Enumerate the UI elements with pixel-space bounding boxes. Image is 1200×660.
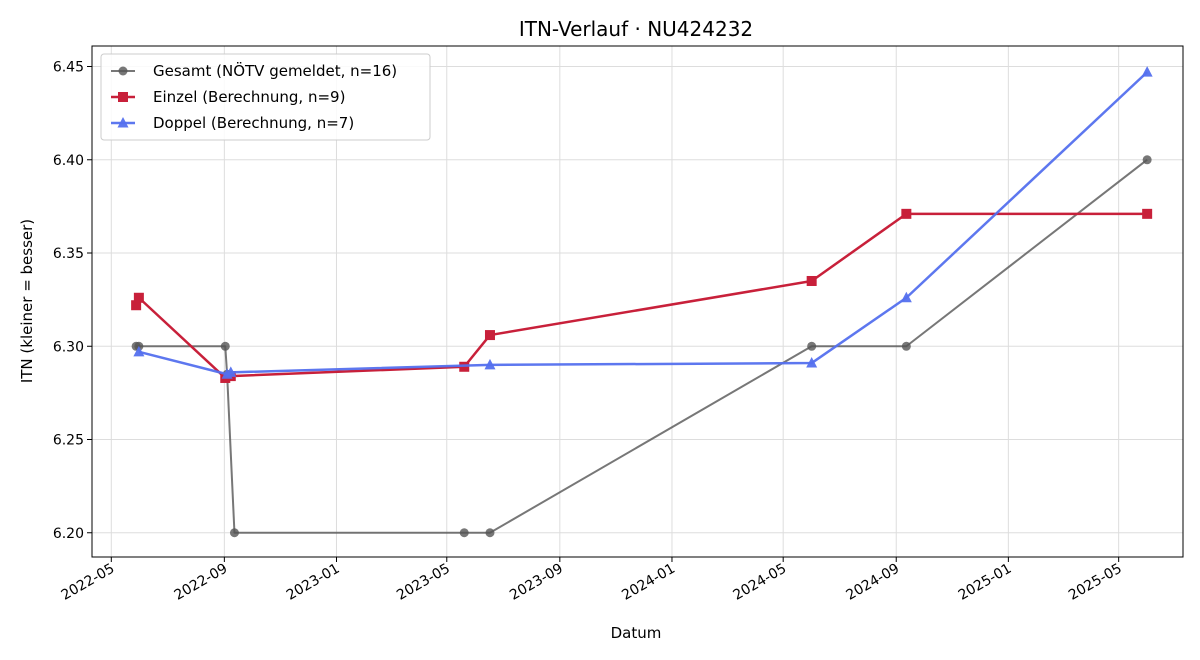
y-axis-label: ITN (kleiner = besser) bbox=[18, 219, 36, 383]
data-point bbox=[806, 275, 817, 286]
legend-box bbox=[100, 53, 431, 141]
data-point bbox=[1142, 208, 1153, 219]
data-point bbox=[229, 528, 239, 538]
y-tick-label: 6.40 bbox=[53, 153, 84, 169]
series-3 bbox=[133, 66, 1153, 379]
plot-frame bbox=[91, 45, 1184, 558]
y-tick-label: 6.30 bbox=[53, 339, 84, 355]
y-tick-label: 6.25 bbox=[53, 433, 84, 449]
legend-label: Einzel (Berechnung, n=9) bbox=[153, 88, 345, 106]
legend-entry: Gesamt (NÖTV gemeldet, n=16) bbox=[111, 61, 397, 80]
legend-marker bbox=[117, 117, 129, 128]
legend-entry: Doppel (Berechnung, n=7) bbox=[111, 114, 354, 132]
data-point bbox=[1142, 155, 1152, 165]
legend-marker bbox=[118, 66, 128, 76]
data-point bbox=[459, 528, 469, 538]
data-point bbox=[901, 341, 911, 351]
chart-title: ITN-Verlauf · NU424232 bbox=[519, 17, 753, 41]
legend-marker bbox=[118, 92, 128, 102]
data-point bbox=[484, 358, 496, 370]
data-point bbox=[900, 291, 912, 303]
data-point bbox=[807, 341, 817, 351]
y-tick-label: 6.20 bbox=[53, 526, 84, 542]
data-point bbox=[225, 366, 237, 377]
x-axis-label: Datum bbox=[611, 624, 662, 642]
y-tick-label: 6.45 bbox=[53, 60, 84, 76]
series-layer bbox=[131, 66, 1153, 538]
legend-label: Gesamt (NÖTV gemeldet, n=16) bbox=[153, 61, 397, 80]
data-point bbox=[901, 208, 912, 219]
data-point bbox=[484, 330, 495, 341]
series-line bbox=[136, 158, 1148, 534]
data-point bbox=[485, 528, 495, 538]
legend-entry: Einzel (Berechnung, n=9) bbox=[111, 88, 345, 106]
data-point bbox=[806, 357, 818, 368]
data-point bbox=[131, 300, 142, 311]
data-point bbox=[220, 341, 230, 351]
data-point bbox=[1141, 66, 1153, 77]
data-point bbox=[133, 292, 144, 303]
legend-label: Doppel (Berechnung, n=7) bbox=[153, 114, 354, 132]
legend: Gesamt (NÖTV gemeldet, n=16) Einzel (Bere… bbox=[100, 53, 431, 141]
data-point bbox=[133, 345, 145, 357]
y-tick-label: 6.35 bbox=[53, 246, 84, 262]
